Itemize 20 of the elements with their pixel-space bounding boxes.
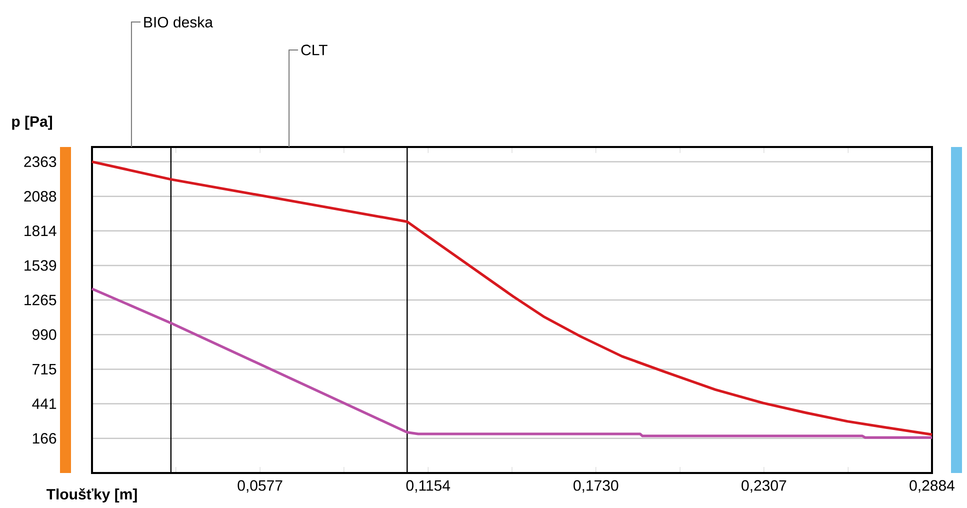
y-tick-label: 1539 <box>24 260 56 272</box>
text: CLT <box>301 44 328 56</box>
line-series <box>90 160 934 436</box>
y-tick-label: 715 <box>32 364 56 375</box>
y-tick-label: 441 <box>32 398 56 410</box>
x-axis-title: Tloušťky [m] <box>46 488 137 503</box>
y-tick-label: 166 <box>32 433 56 444</box>
x-tick-label: 0,1730 <box>574 480 618 493</box>
y-tick-label: 2363 <box>24 156 56 168</box>
x-tick-label: 0,0577 <box>238 480 282 493</box>
y-tick-label: 1814 <box>24 226 56 236</box>
text: BIO deska <box>144 16 213 28</box>
y-tick-label: 1265 <box>24 294 56 306</box>
x-tick-label: 0,1154 <box>406 480 450 493</box>
y-tick-label: 990 <box>32 330 56 340</box>
x-tick-label: 0,2307 <box>742 480 786 493</box>
x-tick-label: 0,2884 <box>910 480 954 493</box>
y-tick-label: 2088 <box>24 191 56 202</box>
line-series <box>90 288 934 440</box>
y-axis-title: p [Pa] <box>12 116 52 130</box>
